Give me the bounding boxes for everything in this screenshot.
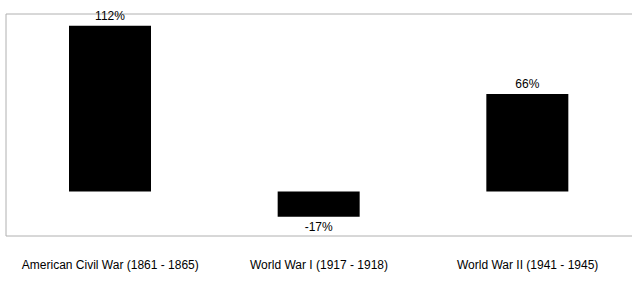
svg-text:American Civil War (1861 - 186: American Civil War (1861 - 1865) <box>22 258 199 272</box>
svg-text:112%: 112% <box>95 9 125 23</box>
svg-text:-17%: -17% <box>305 220 333 234</box>
svg-text:World War I (1917 - 1918): World War I (1917 - 1918) <box>250 258 388 272</box>
svg-text:66%: 66% <box>515 77 539 91</box>
svg-text:World War II (1941 - 1945): World War II (1941 - 1945) <box>457 258 598 272</box>
